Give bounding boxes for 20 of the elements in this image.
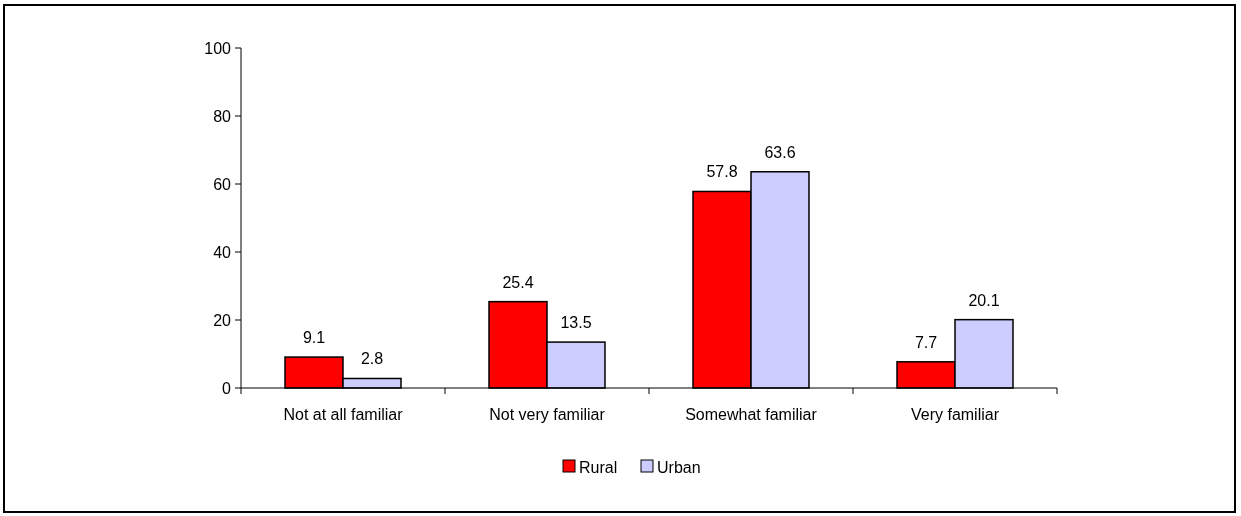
data-label: 25.4 (502, 273, 534, 291)
legend-label: Rural (579, 458, 618, 476)
y-tick-label: 20 (213, 311, 232, 329)
y-tick-label: 40 (213, 243, 232, 261)
data-label: 13.5 (560, 314, 592, 332)
legend-label: Urban (657, 458, 701, 476)
y-tick-label: 60 (213, 175, 232, 193)
data-label: 20.1 (968, 291, 1000, 309)
data-label: 2.8 (360, 350, 384, 368)
data-label: 57.8 (706, 163, 738, 181)
data-label: 7.7 (914, 333, 938, 351)
x-tick-label: Not at all familiar (283, 406, 404, 423)
x-tick-label: Very familiar (910, 406, 1000, 423)
x-tick-label: Somewhat familiar (685, 406, 818, 423)
y-tick-label: 80 (213, 107, 232, 125)
x-tick-label: Not very familiar (489, 406, 606, 423)
y-tick-label: 0 (222, 379, 232, 397)
data-label: 63.6 (764, 143, 796, 161)
data-label: 9.1 (302, 329, 326, 347)
y-tick-label: 100 (204, 39, 232, 57)
